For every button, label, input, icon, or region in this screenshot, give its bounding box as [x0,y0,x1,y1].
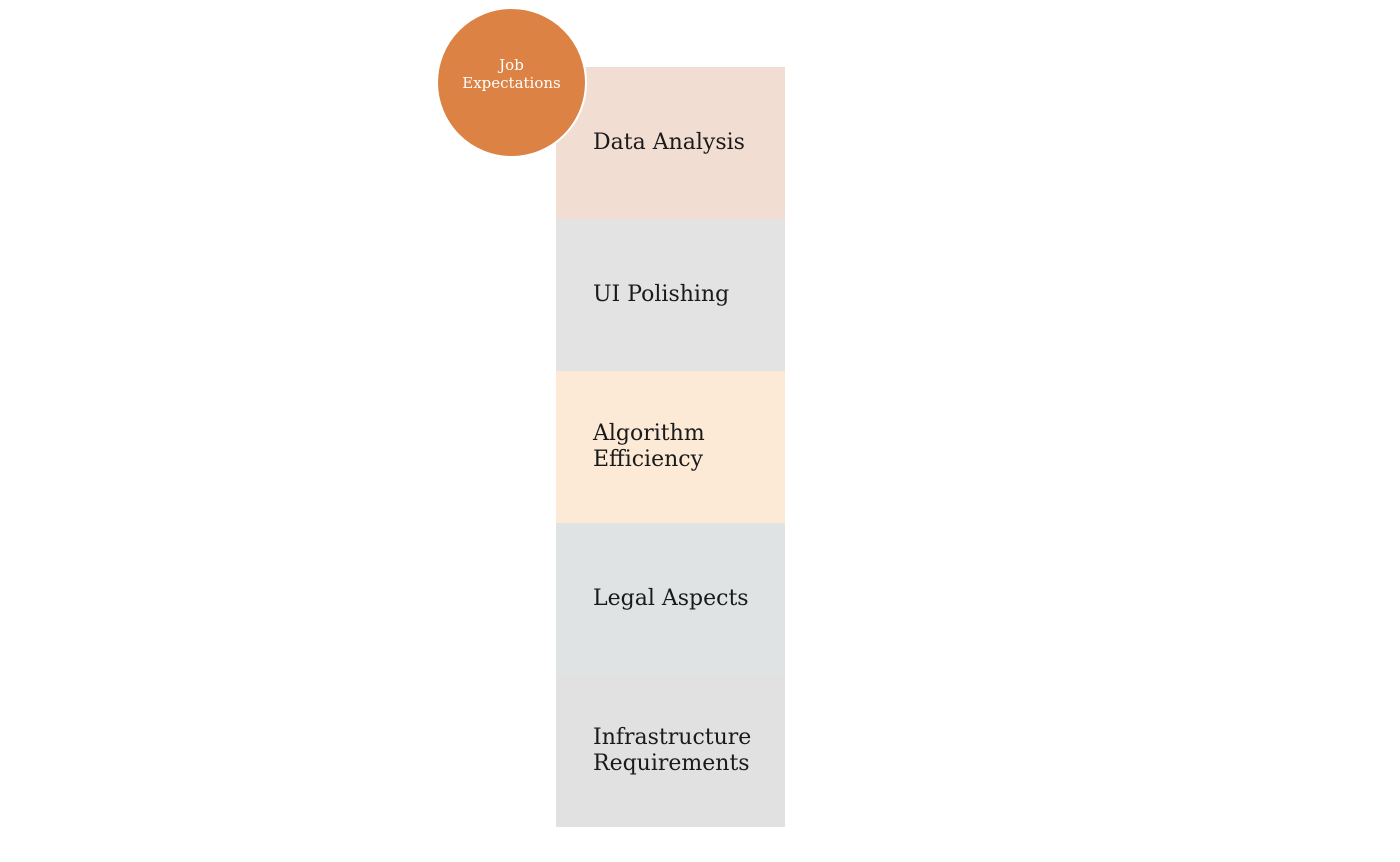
block-label: Infrastructure Requirements [593,725,752,776]
block-legal-aspects: Legal Aspects [556,523,785,675]
block-ui-polishing: UI Polishing [556,219,785,371]
job-expectations-badge: Job Expectations [436,7,587,158]
badge-label: Job Expectations [462,55,561,92]
block-data-analysis: Data Analysis [556,67,785,219]
block-label: UI Polishing [593,282,730,307]
block-algorithm-efficiency: Algorithm Efficiency [556,371,785,523]
block-label: Algorithm Efficiency [593,421,705,472]
block-infrastructure-requirements: Infrastructure Requirements [556,675,785,827]
block-label: Data Analysis [593,130,745,155]
block-label: Legal Aspects [593,586,749,611]
expectation-stack: Data Analysis UI Polishing Algorithm Eff… [556,67,785,827]
